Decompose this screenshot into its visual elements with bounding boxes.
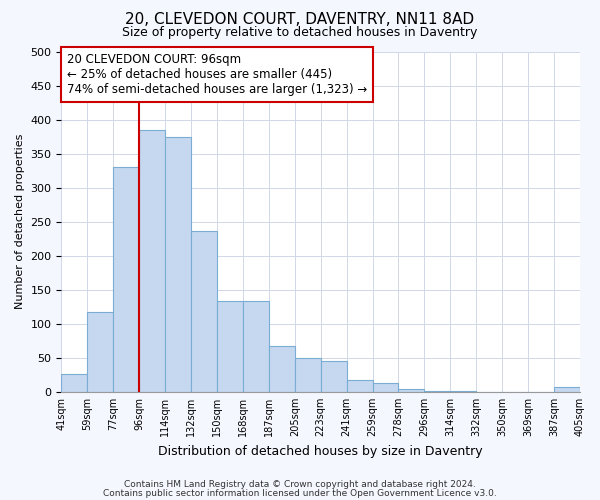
Y-axis label: Number of detached properties: Number of detached properties xyxy=(15,134,25,310)
Bar xyxy=(191,230,217,392)
Bar xyxy=(398,388,424,392)
Bar xyxy=(295,358,321,392)
Bar xyxy=(321,362,347,392)
Bar xyxy=(269,346,295,392)
Bar xyxy=(554,387,580,392)
Bar xyxy=(373,383,398,392)
Bar xyxy=(165,136,191,392)
Bar xyxy=(347,380,373,392)
Bar xyxy=(243,302,269,392)
Bar xyxy=(217,302,243,392)
Bar xyxy=(451,390,476,392)
Text: 20, CLEVEDON COURT, DAVENTRY, NN11 8AD: 20, CLEVEDON COURT, DAVENTRY, NN11 8AD xyxy=(125,12,475,28)
Text: Contains HM Land Registry data © Crown copyright and database right 2024.: Contains HM Land Registry data © Crown c… xyxy=(124,480,476,489)
Bar xyxy=(424,390,451,392)
Text: Contains public sector information licensed under the Open Government Licence v3: Contains public sector information licen… xyxy=(103,488,497,498)
Text: 20 CLEVEDON COURT: 96sqm
← 25% of detached houses are smaller (445)
74% of semi-: 20 CLEVEDON COURT: 96sqm ← 25% of detach… xyxy=(67,53,367,96)
X-axis label: Distribution of detached houses by size in Daventry: Distribution of detached houses by size … xyxy=(158,444,483,458)
Bar xyxy=(61,374,88,392)
Text: Size of property relative to detached houses in Daventry: Size of property relative to detached ho… xyxy=(122,26,478,39)
Bar xyxy=(113,167,139,392)
Bar xyxy=(88,312,113,392)
Bar xyxy=(139,130,165,392)
